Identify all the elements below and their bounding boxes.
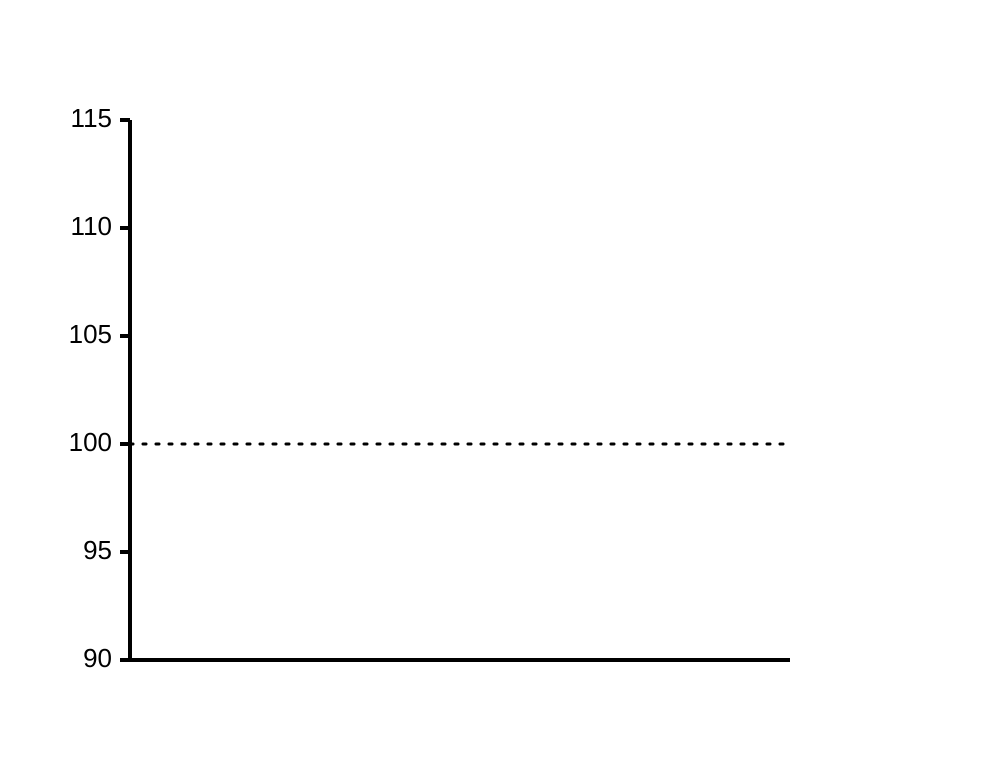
y-tick-label: 100 — [69, 427, 112, 457]
y-tick-label: 105 — [69, 319, 112, 349]
chart-container: 90 95 100 105 110 115 — [0, 0, 1000, 764]
y-tick-label: 90 — [83, 643, 112, 673]
y-tick-label: 95 — [83, 535, 112, 565]
y-tick-label: 110 — [71, 211, 112, 241]
line-chart: 90 95 100 105 110 115 — [0, 0, 1000, 764]
y-tick-label: 115 — [71, 103, 112, 133]
